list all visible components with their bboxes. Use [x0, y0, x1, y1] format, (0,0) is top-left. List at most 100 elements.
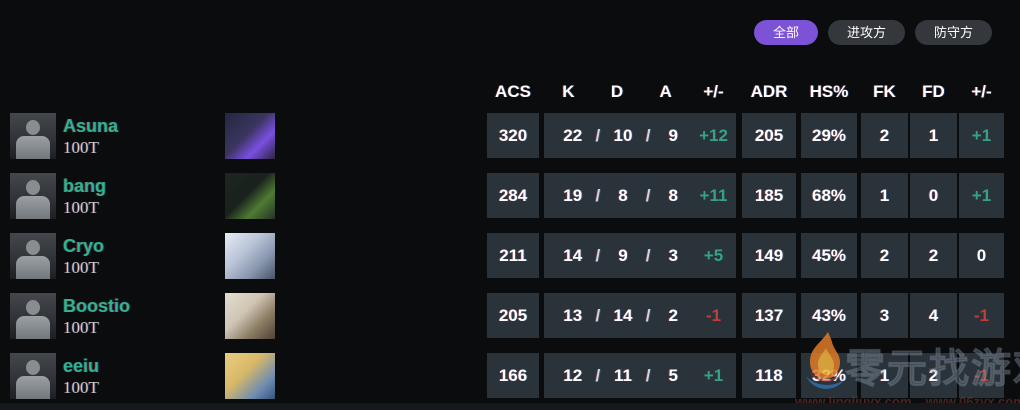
player-row[interactable]: Asuna 100T 320 22/10/9 +12 205 29% 2 1 +…	[10, 113, 1010, 159]
bottom-divider	[0, 403, 1020, 410]
fk-cell: 2	[861, 113, 908, 158]
assists-value: 8	[668, 185, 678, 205]
player-team: 100T	[63, 138, 99, 157]
player-row[interactable]: bang 100T 284 19/8/8 +11 185 68% 1 0 +1	[10, 173, 1010, 219]
header-kills: K	[562, 82, 575, 101]
fkfd-plusminus-cell: 0	[959, 233, 1004, 278]
player-name: Cryo	[63, 236, 105, 256]
kills-value: 13	[563, 305, 583, 325]
player-team: 100T	[63, 198, 99, 217]
deaths-value: 10	[613, 125, 633, 145]
kda-cell: 14/9/3	[544, 233, 702, 278]
acs-cell: 320	[487, 113, 539, 158]
deaths-value: 9	[618, 245, 628, 265]
fkfd-plusminus-cell: +1	[959, 113, 1004, 158]
kills-value: 22	[563, 125, 583, 145]
filter-attack-button[interactable]: 进攻方	[827, 20, 905, 45]
adr-cell: 118	[742, 353, 796, 398]
agent-viper-icon	[225, 173, 275, 219]
adr-cell: 149	[742, 233, 796, 278]
player-team: 100T	[63, 378, 99, 397]
player-info: Asuna 100T	[63, 115, 223, 158]
hs-cell: 29%	[801, 113, 857, 158]
player-name: Asuna	[63, 116, 119, 136]
agent-sova-icon	[225, 353, 275, 399]
stats-header-row: ACS K D A +/- ADR HS% FK FD +/-	[10, 82, 1010, 102]
fk-cell: 1	[861, 173, 908, 218]
fkfd-plusminus-cell: -1	[959, 353, 1004, 398]
agent-jett-icon	[225, 233, 275, 279]
kills-value: 14	[563, 245, 583, 265]
hs-cell: 43%	[801, 293, 857, 338]
assists-value: 5	[668, 365, 678, 385]
side-filter-group: 全部 进攻方 防守方	[753, 20, 992, 45]
plusminus-cell: +5	[691, 233, 736, 278]
fk-cell: 1	[861, 353, 908, 398]
header-adr: ADR	[750, 82, 788, 101]
hs-cell: 45%	[801, 233, 857, 278]
kda-cell: 12/11/5	[544, 353, 702, 398]
acs-cell: 284	[487, 173, 539, 218]
deaths-value: 11	[614, 365, 632, 385]
acs-cell: 205	[487, 293, 539, 338]
hs-cell: 68%	[801, 173, 857, 218]
deaths-value: 8	[618, 185, 628, 205]
header-fd: FD	[922, 82, 945, 101]
assists-value: 3	[668, 245, 678, 265]
fk-cell: 3	[861, 293, 908, 338]
player-row[interactable]: eeiu 100T 166 12/11/5 +1 118 32% 1 2 -1	[10, 353, 1010, 399]
player-info: eeiu 100T	[63, 355, 223, 398]
adr-cell: 205	[742, 113, 796, 158]
header-deaths: D	[610, 82, 624, 101]
player-photo	[10, 233, 56, 279]
fkfd-plusminus-cell: -1	[959, 293, 1004, 338]
fd-cell: 4	[910, 293, 957, 338]
filter-all-button[interactable]: 全部	[753, 20, 818, 45]
fd-cell: 2	[910, 233, 957, 278]
header-plusminus: +/-	[703, 82, 724, 101]
hs-cell: 32%	[801, 353, 857, 398]
player-team: 100T	[63, 258, 99, 277]
fkfd-plusminus-cell: +1	[959, 173, 1004, 218]
plusminus-cell: +11	[691, 173, 736, 218]
fd-cell: 1	[910, 113, 957, 158]
deaths-value: 14	[613, 305, 633, 325]
fd-cell: 0	[910, 173, 957, 218]
acs-cell: 166	[487, 353, 539, 398]
kda-cell: 13/14/2	[544, 293, 702, 338]
filter-defense-button[interactable]: 防守方	[914, 20, 992, 45]
player-photo	[10, 113, 56, 159]
fk-cell: 2	[861, 233, 908, 278]
header-assists: A	[659, 82, 672, 101]
photo-silhouette	[26, 120, 40, 135]
plusminus-cell: +1	[691, 353, 736, 398]
kills-value: 19	[563, 185, 583, 205]
player-team: 100T	[63, 318, 99, 337]
acs-cell: 211	[487, 233, 539, 278]
player-photo	[10, 353, 56, 399]
plusminus-cell: +12	[691, 113, 736, 158]
kda-cell: 19/8/8	[544, 173, 702, 218]
player-row[interactable]: Boostio 100T 205 13/14/2 -1 137 43% 3 4 …	[10, 293, 1010, 339]
player-info: Cryo 100T	[63, 235, 223, 278]
header-fkfd-plusminus: +/-	[971, 82, 992, 101]
adr-cell: 137	[742, 293, 796, 338]
assists-value: 9	[668, 125, 678, 145]
player-name: eeiu	[63, 356, 100, 376]
header-hs: HS%	[809, 82, 849, 101]
player-row[interactable]: Cryo 100T 211 14/9/3 +5 149 45% 2 2 0	[10, 233, 1010, 279]
agent-cypher-icon	[225, 293, 275, 339]
plusminus-cell: -1	[691, 293, 736, 338]
player-name: bang	[63, 176, 106, 196]
fd-cell: 2	[910, 353, 957, 398]
player-photo	[10, 293, 56, 339]
adr-cell: 185	[742, 173, 796, 218]
player-photo	[10, 173, 56, 219]
header-fk: FK	[873, 82, 896, 101]
kda-cell: 22/10/9	[544, 113, 702, 158]
header-acs: ACS	[495, 82, 531, 101]
agent-omen-icon	[225, 113, 275, 159]
player-info: bang 100T	[63, 175, 223, 218]
kills-value: 12	[563, 365, 583, 385]
